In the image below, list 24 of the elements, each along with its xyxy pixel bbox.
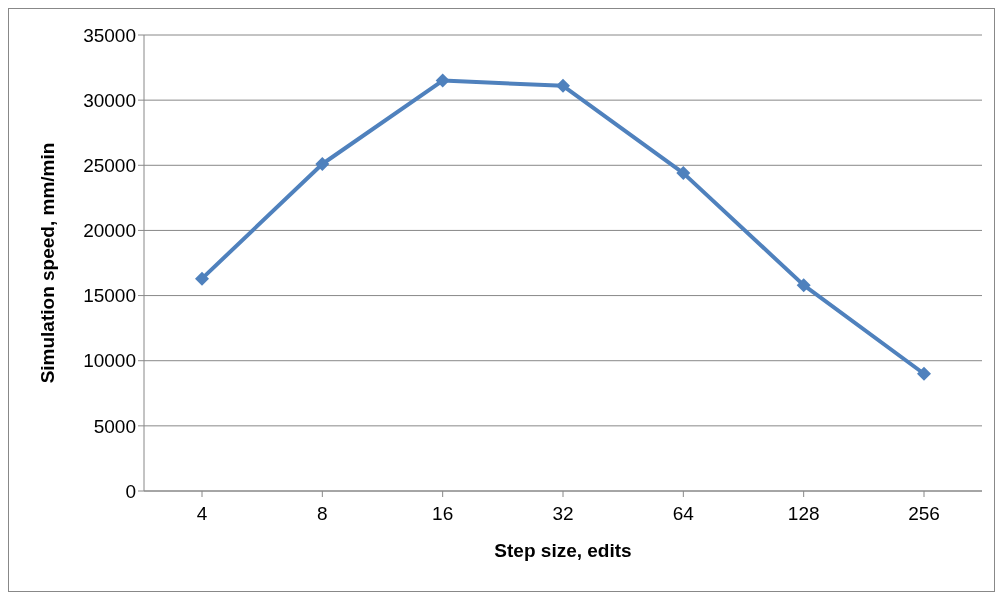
x-tick-label: 16 [432, 503, 454, 525]
point [796, 278, 811, 293]
point [195, 271, 209, 286]
x-tick-label: 32 [552, 503, 574, 525]
point [676, 166, 691, 181]
y-tick-label: 5000 [93, 415, 136, 437]
x-tick-label: 8 [317, 503, 328, 525]
y-tick-label: 25000 [83, 155, 136, 177]
x-tick-label: 64 [672, 503, 695, 525]
point [556, 78, 570, 93]
x-tick-label: 256 [908, 503, 940, 525]
y-tick-label: 20000 [83, 220, 136, 242]
point [315, 156, 330, 171]
y-tick-label: 35000 [83, 24, 136, 46]
y-tick-label: 30000 [83, 89, 136, 111]
y-tick-label: 10000 [83, 350, 136, 372]
point [917, 366, 931, 381]
x-axis-title: Step size, edits [494, 540, 632, 561]
point [435, 73, 450, 88]
y-tick-label: 15000 [83, 285, 136, 307]
y-tick-label: 0 [125, 480, 136, 502]
y-axis-title: Simulation speed, mm/min [36, 142, 58, 384]
x-tick-label: 128 [787, 503, 820, 525]
x-tick-label: 4 [196, 503, 208, 525]
